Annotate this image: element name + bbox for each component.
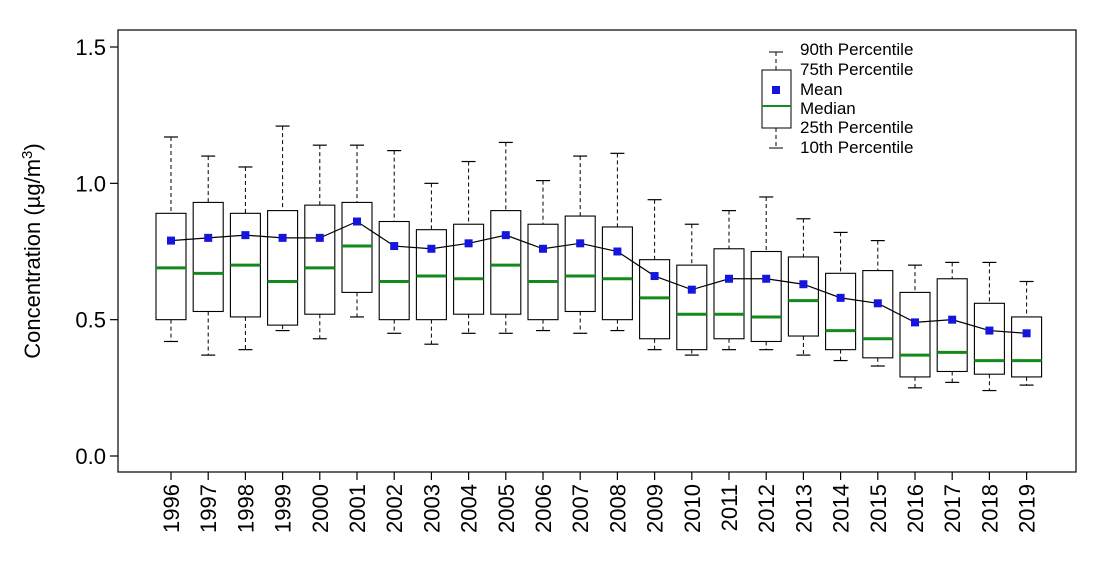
boxes (155, 125, 1043, 392)
mean-marker (241, 231, 250, 240)
mean-marker (501, 231, 510, 240)
x-tick-label: 2000 (308, 484, 333, 533)
x-tick-label: 2011 (717, 484, 742, 531)
x-axis: 1996 1997 1998 1999 2000 2001 2002 2003 2004 2005… (159, 472, 1040, 533)
mean-marker (464, 239, 473, 248)
mean-marker (1022, 329, 1031, 338)
legend-label-p90: 90th Percentile (800, 40, 913, 59)
mean-series (167, 217, 1031, 338)
box-iqr (267, 210, 299, 326)
mean-marker (948, 315, 957, 324)
x-tick-label: 2017 (940, 484, 965, 533)
mean-marker (650, 272, 659, 281)
legend-label-p10: 10th Percentile (800, 138, 913, 157)
y-tick-label: 0.5 (75, 308, 106, 333)
x-tick-label: 2018 (977, 484, 1002, 533)
x-tick-label: 2007 (568, 484, 593, 533)
x-tick-label: 2012 (754, 484, 779, 533)
box-iqr (304, 204, 336, 315)
x-tick-label: 2009 (643, 484, 668, 533)
mean-marker (390, 242, 399, 251)
plot-frame (117, 29, 1077, 473)
mean-marker (613, 247, 622, 256)
box-iqr (825, 272, 857, 351)
mean-marker (167, 236, 175, 245)
x-tick-label: 2001 (345, 484, 370, 533)
y-axis: 0.0 0.5 1.0 1.5 (75, 35, 118, 469)
box-iqr (899, 291, 931, 378)
x-tick-label: 2004 (457, 484, 482, 533)
legend: 90th Percentile 75th Percentile Mean Med… (761, 40, 913, 157)
y-tick-label: 1.0 (75, 171, 106, 196)
x-tick-label: 1999 (271, 484, 296, 533)
x-tick-label: 2014 (829, 484, 854, 533)
box-iqr (787, 256, 819, 337)
x-tick-label: 2015 (866, 484, 891, 533)
box-iqr (936, 278, 968, 373)
legend-label-p25: 25th Percentile (800, 118, 913, 137)
mean-line (170, 220, 1027, 334)
x-tick-label: 2008 (605, 484, 630, 533)
legend-mean-marker (772, 86, 780, 94)
box-iqr (1011, 316, 1043, 378)
x-tick-label: 2016 (903, 484, 928, 533)
legend-label-mean: Mean (800, 80, 843, 99)
x-tick-label: 2006 (531, 484, 556, 533)
legend-box (761, 69, 792, 129)
mean-marker (725, 274, 733, 283)
box-iqr (564, 215, 596, 313)
legend-label-median: Median (800, 99, 856, 118)
box-iqr (973, 302, 1005, 375)
mean-marker (911, 318, 919, 327)
x-tick-label: 2002 (382, 484, 407, 533)
mean-marker (427, 244, 436, 253)
box-iqr (676, 264, 708, 351)
mean-marker (204, 233, 213, 242)
box-iqr (713, 248, 745, 340)
x-tick-label: 2003 (419, 484, 444, 533)
box-iqr (527, 223, 559, 321)
mean-marker (799, 280, 808, 289)
box-iqr (601, 226, 633, 321)
mean-marker (985, 326, 994, 335)
mean-marker (576, 239, 585, 248)
mean-marker (353, 217, 361, 226)
box-iqr (750, 250, 782, 343)
legend-label-p75: 75th Percentile (800, 60, 913, 79)
x-tick-label: 1998 (233, 484, 258, 533)
box-iqr (490, 210, 522, 315)
mean-marker (315, 233, 324, 242)
y-tick-label: 1.5 (75, 35, 106, 60)
y-tick-label: 0.0 (75, 444, 106, 469)
mean-marker (836, 293, 845, 302)
x-tick-label: 1996 (159, 484, 184, 533)
mean-marker (762, 274, 771, 283)
x-tick-label: 2019 (1015, 484, 1040, 533)
box-iqr (378, 220, 410, 321)
box-iqr (192, 201, 224, 313)
mean-marker (539, 244, 547, 253)
x-tick-label: 2013 (791, 484, 816, 533)
x-tick-label: 2010 (680, 484, 705, 533)
mean-marker (687, 285, 696, 294)
mean-marker (278, 233, 287, 242)
box-iqr (862, 270, 894, 359)
x-tick-label: 1997 (196, 484, 221, 533)
y-axis-title: Concentration (µg/m3) (19, 143, 46, 358)
mean-marker (873, 299, 882, 308)
box-iqr (453, 223, 485, 315)
x-tick-label: 2005 (494, 484, 519, 533)
